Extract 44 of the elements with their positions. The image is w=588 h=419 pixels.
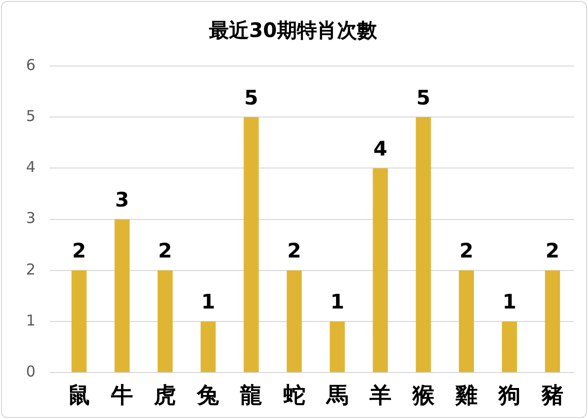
x-tick-label: 羊	[368, 384, 392, 409]
y-tick-label: 6	[26, 56, 36, 74]
data-label: 1	[502, 290, 516, 314]
x-tick-label: 雞	[454, 384, 478, 409]
x-tick-label: 牛	[110, 384, 134, 409]
bar	[458, 270, 474, 372]
bar	[502, 322, 517, 372]
bar	[330, 322, 345, 372]
data-label: 2	[546, 238, 560, 263]
bar	[114, 219, 130, 372]
bar	[286, 270, 302, 372]
bar	[416, 117, 431, 372]
y-tick-label: 3	[26, 209, 36, 228]
data-label: 2	[287, 238, 302, 263]
data-label: 1	[201, 290, 216, 314]
x-tick-label: 豬	[540, 384, 564, 409]
x-tick-label: 馬	[325, 384, 348, 409]
data-label: 3	[115, 188, 130, 212]
x-tick-label: 虎	[153, 384, 176, 409]
x-tick-label: 鼠	[68, 384, 90, 409]
bar	[372, 168, 388, 372]
data-label: 5	[416, 85, 430, 110]
bar	[200, 322, 216, 372]
y-tick-label: 0	[26, 362, 36, 380]
x-tick-label: 猴	[411, 384, 436, 409]
bar	[158, 270, 173, 372]
data-label: 2	[72, 238, 86, 263]
y-tick-label: 1	[26, 311, 36, 330]
bar	[244, 117, 259, 372]
y-tick-label: 2	[26, 260, 36, 278]
bar	[72, 270, 87, 372]
x-tick-label: 龍	[239, 384, 262, 409]
x-tick-label: 兔	[196, 384, 220, 409]
x-tick-label: 狗	[497, 384, 520, 409]
data-label: 2	[158, 238, 172, 263]
data-label: 1	[330, 290, 344, 314]
y-tick-label: 4	[26, 158, 36, 176]
bar	[544, 270, 560, 372]
data-label: 5	[244, 85, 258, 110]
data-label: 4	[373, 136, 388, 160]
chart-title: 最近30期特肖次數	[208, 18, 378, 42]
y-tick-label: 5	[26, 106, 36, 125]
x-tick-label: 蛇	[282, 384, 306, 409]
data-label: 2	[459, 238, 474, 263]
